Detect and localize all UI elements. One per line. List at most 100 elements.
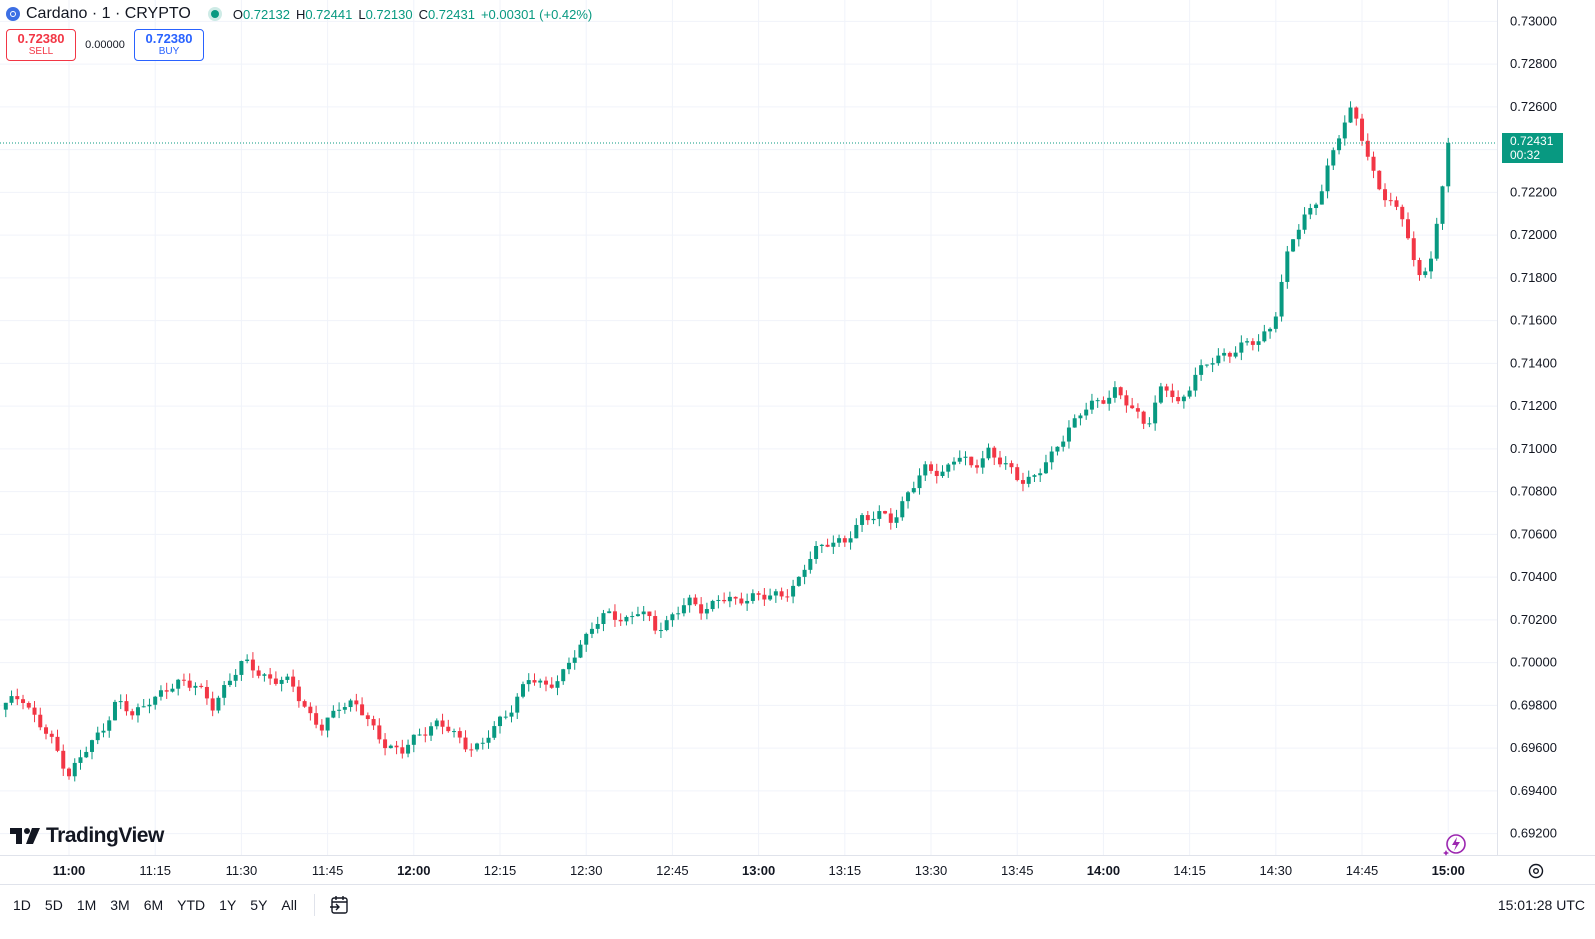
candle-body [1400,206,1405,220]
candle-body [1026,476,1031,484]
candle-body [1181,396,1186,402]
candle-body [762,594,767,600]
candle-body [526,680,531,685]
candle-body [1216,355,1221,364]
lightning-sparkle-icon[interactable] [1442,832,1468,863]
candle-body [417,734,422,736]
time-axis-label: 12:15 [484,863,517,878]
candle-body [1164,386,1169,391]
candle-body [739,598,744,604]
candle-body [394,745,399,748]
range-ytd[interactable]: YTD [177,897,206,913]
candle-body [566,662,571,670]
candle-body [1388,200,1393,202]
candle-body [819,544,824,546]
price-axis-label: 0.70600 [1510,526,1557,541]
candle-body [308,706,313,714]
candle-body [607,611,612,614]
close-label: C [418,6,428,22]
candle-body [1325,165,1330,192]
candle-body [400,747,405,754]
candle-body [1055,446,1060,452]
calendar-arrow-icon[interactable] [329,895,351,915]
candle-body [492,726,497,738]
buy-button[interactable]: 0.72380 BUY [134,29,204,61]
candle-body [1078,415,1083,419]
sell-label: SELL [28,46,54,57]
price-axis-label: 0.72800 [1510,56,1557,71]
candle-body [756,593,761,595]
candle-body [1101,400,1106,404]
range-6m[interactable]: 6M [143,897,164,913]
price-axis-label: 0.70000 [1510,655,1557,670]
candle-body [1348,107,1353,123]
candle-body [1187,390,1192,397]
candle-body [779,591,784,597]
spread-value: 0.00000 [85,39,125,51]
candle-body [452,731,457,733]
candle-body [1193,374,1198,391]
candle-body [934,470,939,477]
candle-body [291,676,296,687]
candle-body [216,697,221,711]
candle-body [1314,204,1319,209]
candle-body [296,686,301,702]
candle-body [1239,342,1244,353]
candle-body [860,515,865,525]
candle-body [710,600,715,610]
range-5y[interactable]: 5Y [250,897,268,913]
candle-body [831,542,836,547]
candle-body [1256,341,1261,345]
sell-button[interactable]: 0.72380 SELL [6,29,76,61]
close-value: 0.72431 [427,6,475,22]
candle-body [635,614,640,617]
candle-body [480,742,485,744]
candle-body [285,676,290,680]
candle-body [44,727,49,734]
candle-body [1176,397,1181,402]
candle-body [1032,475,1037,477]
symbol-title[interactable]: Cardano · 1 · CRYPTO [26,5,191,22]
range-1m[interactable]: 1M [76,897,97,913]
time-axis-label: 14:00 [1087,863,1120,878]
candle-body [1210,363,1215,365]
toolbar-divider [313,894,315,916]
candle-body [1285,251,1290,282]
candle-body [434,720,439,727]
candle-body [348,700,353,708]
utc-clock[interactable]: 15:01:28 UTC [1497,897,1585,913]
candle-body [233,674,238,681]
candle-body [670,614,675,621]
candle-body [135,707,140,716]
range-all[interactable]: All [281,897,297,913]
candle-body [72,762,77,777]
candle-body [342,707,347,710]
range-3m[interactable]: 3M [110,897,130,913]
low-label: L [358,6,366,22]
range-1d[interactable]: 1D [13,897,31,913]
candle-body [802,569,807,577]
candle-body [555,681,560,688]
candle-body [1279,281,1284,317]
candle-body [32,707,37,715]
candle-body [785,596,790,598]
candle-body [141,706,146,708]
price-axis-label: 0.69200 [1510,826,1557,841]
candle-body [543,680,548,685]
candle-body [1434,223,1439,259]
candle-body [1147,423,1152,425]
candle-body [486,737,491,743]
candle-body [750,593,755,601]
range-5d[interactable]: 5D [44,897,63,913]
time-axis-label: 11:15 [139,863,171,878]
candle-body [440,720,445,727]
candle-body [256,670,261,676]
gear-icon[interactable] [1527,862,1545,885]
market-status-icon[interactable] [210,10,219,18]
tradingview-logo[interactable]: TradingView [10,824,164,848]
candle-body [1072,418,1077,428]
candle-body [871,518,876,521]
price-axis-label: 0.71000 [1510,441,1557,456]
range-1y[interactable]: 1Y [219,897,237,913]
